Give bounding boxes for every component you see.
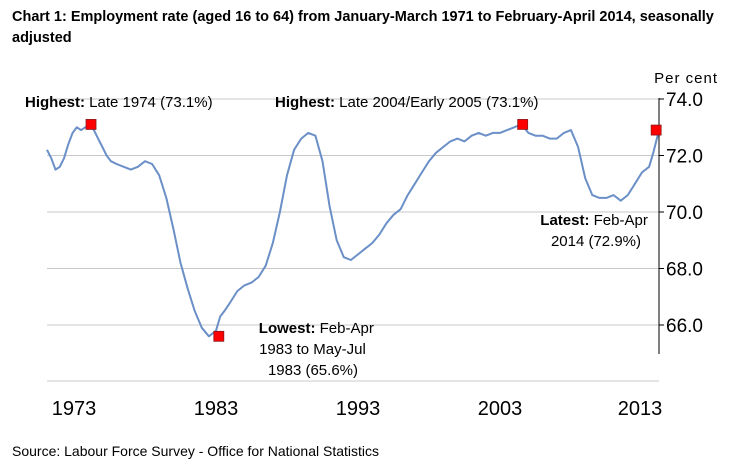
annotation-highest-1974: Highest: Late 1974 (73.1%) xyxy=(25,94,213,111)
y-tick-label: 68.0 xyxy=(666,260,703,281)
x-axis-ticks: 1973 1983 1993 2003 2013 xyxy=(52,398,663,420)
annotation-latest: Latest: Feb-Apr 2014 (72.9%) xyxy=(540,212,652,250)
y-tick-label: 74.0 xyxy=(666,90,703,111)
annotation-lowest-bold: Lowest: xyxy=(259,320,316,337)
line-chart: 74.0 72.0 70.0 68.0 66.0 1973 1983 1993 2003 201… xyxy=(25,70,718,420)
x-tick-label: 1993 xyxy=(336,398,381,420)
y-axis-label: Per cent xyxy=(654,70,718,87)
data-marker xyxy=(213,330,225,342)
y-tick-label: 70.0 xyxy=(666,203,703,224)
annotation-lowest-text: Feb-Apr xyxy=(315,320,373,337)
y-axis-ticks: 74.0 72.0 70.0 68.0 66.0 xyxy=(659,90,703,337)
annotation-latest-text: Feb-Apr xyxy=(589,212,647,229)
chart-title: Chart 1: Employment rate (aged 16 to 64)… xyxy=(12,9,714,46)
gridlines xyxy=(47,98,659,382)
annotation-highest-2004-bold: Highest: xyxy=(275,94,335,111)
y-tick-label: 66.0 xyxy=(666,316,703,337)
annotation-highest-2004-text: Late 2004/Early 2005 (73.1%) xyxy=(335,94,538,111)
data-marker xyxy=(650,124,662,136)
annotation-highest-1974-text: Late 1974 (73.1%) xyxy=(85,94,213,111)
annotation-lowest-line3: 1983 (65.6%) xyxy=(268,362,358,379)
markers-group xyxy=(85,119,662,342)
annotation-latest-bold: Latest: xyxy=(540,212,589,229)
annotation-lowest-line2: 1983 to May-Jul xyxy=(259,341,366,358)
x-tick-label: 1983 xyxy=(194,398,239,420)
x-tick-label: 2003 xyxy=(478,398,523,420)
annotation-latest-line2: 2014 (72.9%) xyxy=(551,233,641,250)
series-group xyxy=(46,123,660,338)
source-note: Source: Labour Force Survey - Office for… xyxy=(12,443,380,459)
x-tick-label: 2013 xyxy=(618,398,663,420)
series-line xyxy=(46,123,660,338)
data-marker xyxy=(517,119,529,130)
annotation-highest-2004: Highest: Late 2004/Early 2005 (73.1%) xyxy=(275,94,538,111)
annotation-highest-1974-bold: Highest: xyxy=(25,94,85,111)
annotation-lowest: Lowest: Feb-Apr 1983 to May-Jul 1983 (65… xyxy=(259,320,378,379)
x-tick-label: 1973 xyxy=(52,398,97,420)
y-tick-label: 72.0 xyxy=(666,147,703,168)
data-marker xyxy=(85,119,97,130)
